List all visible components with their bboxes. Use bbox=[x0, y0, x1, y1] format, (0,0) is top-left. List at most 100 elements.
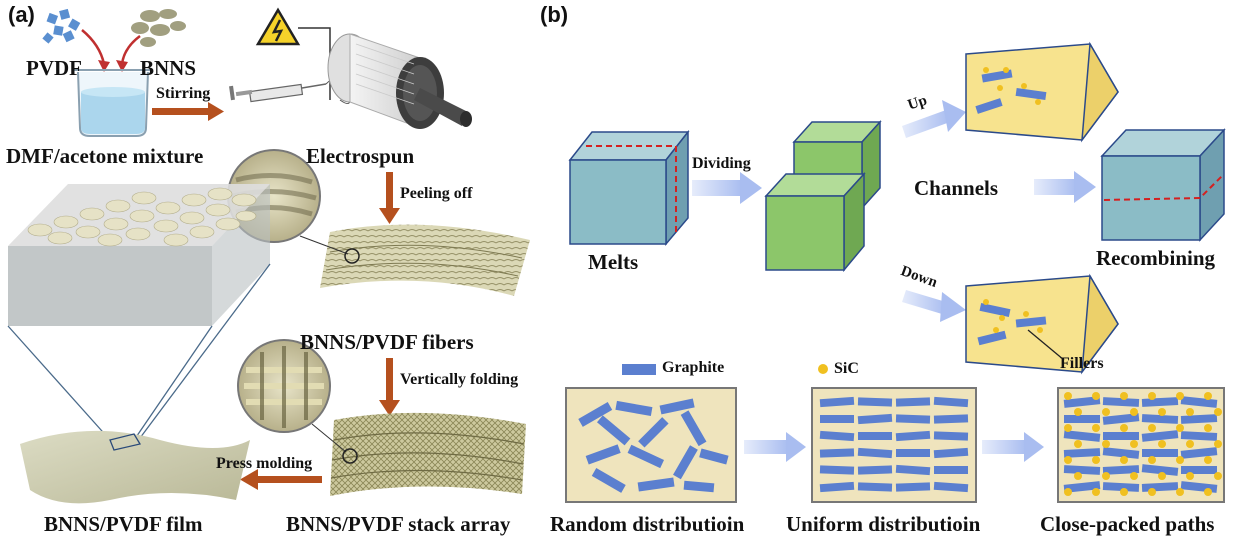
graphite-flake bbox=[1142, 449, 1178, 457]
sic-particle bbox=[1158, 440, 1166, 448]
sic-particle bbox=[1102, 408, 1110, 416]
graphite-flake bbox=[896, 449, 930, 457]
syringe-icon bbox=[229, 78, 351, 105]
channels-label: Channels bbox=[914, 176, 999, 200]
sic-particle bbox=[1064, 392, 1072, 400]
sic-particle bbox=[1120, 392, 1128, 400]
close-packed-box bbox=[1057, 387, 1225, 503]
sic-particle bbox=[1064, 488, 1072, 496]
close-packed-label: Close-packed paths bbox=[1040, 512, 1215, 536]
graphite-flake bbox=[1102, 465, 1140, 475]
graphite-flake bbox=[1063, 448, 1101, 458]
graphite-flake bbox=[1102, 447, 1140, 459]
sic-particle bbox=[1214, 408, 1222, 416]
graphite-flake bbox=[895, 414, 931, 424]
film-block-image bbox=[7, 184, 271, 504]
upper-channel-icon bbox=[965, 41, 1119, 143]
fibers-label: BNNS/PVDF fibers bbox=[300, 330, 474, 354]
electrospun-label: Electrospun bbox=[306, 144, 415, 168]
pour-arrow-left-icon bbox=[81, 29, 106, 65]
graphite-flake bbox=[1102, 397, 1140, 407]
sic-particle bbox=[1092, 456, 1100, 464]
graphite-flake bbox=[819, 396, 855, 408]
peeling-off-label: Peeling off bbox=[400, 185, 473, 202]
peeling-arrow-icon bbox=[379, 172, 400, 224]
graphite-flake bbox=[1063, 481, 1101, 493]
sic-particle bbox=[1064, 424, 1072, 432]
divided-cubes-icon bbox=[764, 120, 882, 273]
folding-arrow-icon bbox=[379, 358, 400, 416]
dividing-label: Dividing bbox=[692, 155, 751, 172]
sic-particle bbox=[1204, 488, 1212, 496]
graphite-flake bbox=[895, 464, 931, 476]
up-arrow-icon bbox=[902, 100, 966, 138]
graphite-flake bbox=[1063, 465, 1101, 475]
sic-particle bbox=[1130, 440, 1138, 448]
panel-a-label: (a) bbox=[8, 2, 35, 27]
press-molding-arrow-icon bbox=[240, 469, 322, 490]
graphite-flake bbox=[857, 482, 893, 492]
bnns-flakes-icon bbox=[131, 9, 186, 47]
stack-zoom-lens-image bbox=[237, 339, 358, 464]
collector-roller-icon bbox=[327, 33, 472, 129]
sic-particle bbox=[1176, 488, 1184, 496]
panel-b-label: (b) bbox=[540, 2, 569, 27]
sic-particle bbox=[1148, 456, 1156, 464]
graphite-flake bbox=[857, 447, 893, 459]
press-molding-label: Press molding bbox=[216, 455, 313, 472]
sic-particle bbox=[1204, 456, 1212, 464]
sic-particle bbox=[1176, 392, 1184, 400]
recombining-label: Recombining bbox=[1096, 246, 1216, 270]
melts-cube-icon bbox=[568, 129, 690, 247]
sic-particle bbox=[1074, 472, 1082, 480]
graphite-flake bbox=[820, 415, 854, 423]
graphite-flake bbox=[1063, 396, 1101, 408]
sic-particle bbox=[1092, 424, 1100, 432]
stirring-label: Stirring bbox=[156, 85, 211, 102]
sic-particle bbox=[1204, 424, 1212, 432]
graphite-flake bbox=[1181, 466, 1217, 474]
sic-particle bbox=[1148, 488, 1156, 496]
fillers-label: Fillers bbox=[1060, 355, 1104, 372]
vertically-folding-label: Vertically folding bbox=[400, 371, 519, 388]
graphite-flake bbox=[933, 431, 969, 441]
melts-label: Melts bbox=[588, 250, 639, 274]
lower-channel-icon bbox=[965, 273, 1119, 375]
sic-particle bbox=[1130, 472, 1138, 480]
graphite-flake bbox=[1141, 464, 1179, 476]
beaker-icon bbox=[74, 69, 152, 137]
sic-legend-label: SiC bbox=[834, 360, 859, 377]
graphite-flake bbox=[934, 466, 968, 474]
graphite-flake bbox=[1063, 430, 1101, 442]
graphite-flake bbox=[1141, 414, 1179, 424]
sic-particle bbox=[1186, 440, 1194, 448]
pvdf-particles-icon bbox=[42, 8, 81, 44]
dividing-arrow-icon bbox=[692, 172, 762, 204]
uniform-distribution-label: Uniform distributioin bbox=[786, 512, 981, 536]
graphite-legend-label: Graphite bbox=[662, 359, 725, 376]
graphite-flake bbox=[895, 397, 931, 407]
sic-particle bbox=[1074, 440, 1082, 448]
sic-particle bbox=[1214, 440, 1222, 448]
random-distribution-box bbox=[565, 387, 737, 503]
graphite-flake bbox=[1102, 413, 1140, 425]
sic-particle bbox=[1148, 392, 1156, 400]
sic-legend-dot bbox=[818, 364, 828, 374]
graphite-flake bbox=[1103, 432, 1139, 440]
graphite-flake bbox=[858, 432, 892, 440]
sic-particle bbox=[1120, 424, 1128, 432]
stack-array-label: BNNS/PVDF stack array bbox=[286, 512, 511, 536]
graphite-flake bbox=[819, 481, 855, 493]
graphite-flake bbox=[1102, 482, 1140, 492]
graphite-flake bbox=[933, 414, 969, 424]
sic-particle bbox=[1148, 424, 1156, 432]
sic-particle bbox=[1176, 424, 1184, 432]
transition-arrow-2-icon bbox=[982, 432, 1044, 462]
stack-array-image bbox=[330, 412, 526, 496]
graphite-flake bbox=[819, 465, 855, 475]
graphite-flake bbox=[819, 430, 855, 442]
graphite-flake bbox=[933, 396, 969, 408]
channels-arrow-icon bbox=[1034, 171, 1096, 203]
graphite-legend-swatch bbox=[622, 364, 656, 375]
